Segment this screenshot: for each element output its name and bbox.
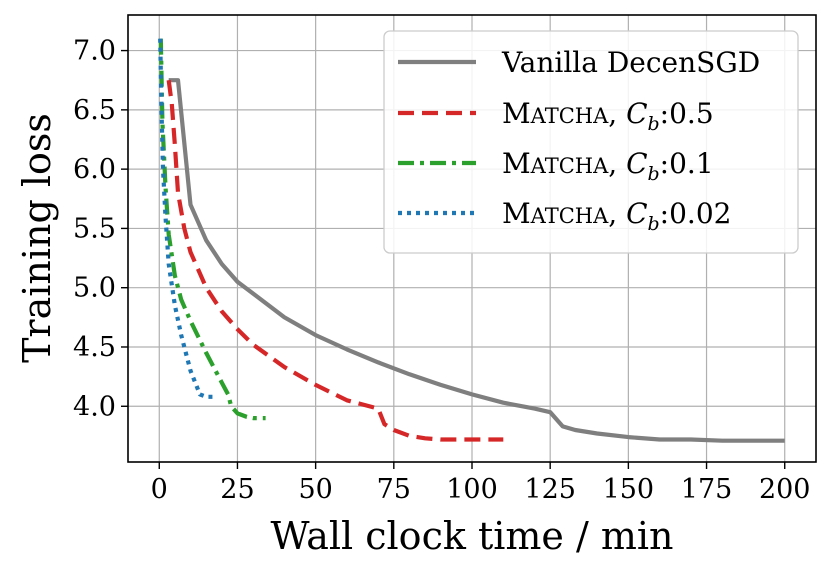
x-tick-label: 25: [220, 474, 254, 505]
tick-layer: [121, 49, 786, 469]
x-axis-label: Wall clock time / min: [270, 514, 673, 558]
x-tick-label: 100: [446, 474, 498, 505]
x-tick-label: 50: [298, 474, 332, 505]
legend-sc-initial: M: [502, 97, 531, 130]
x-tick-label: 75: [377, 474, 411, 505]
legend-sub: b: [648, 213, 660, 235]
legend-value: :0.1: [660, 147, 714, 180]
legend-c: C: [626, 147, 647, 180]
y-axis-label: Training loss: [15, 113, 59, 363]
legend-value: :0.02: [660, 197, 732, 230]
legend-c: C: [626, 97, 647, 130]
legend-label-vanilla: Vanilla DecenSGD: [501, 46, 760, 79]
legend-box: [383, 30, 799, 254]
y-tick-label: 7.0: [73, 36, 116, 67]
legend-label-matcha-05: MATCHA, Cb:0.5: [502, 97, 714, 135]
legend: Vanilla DecenSGD MATCHA, Cb:0.5 MATCHA, …: [383, 30, 799, 254]
legend-sub: b: [648, 113, 660, 135]
y-tick-label: 4.5: [73, 332, 116, 363]
legend-sc-initial: M: [502, 197, 531, 230]
y-tick-label: 4.0: [73, 391, 116, 422]
y-tick-label: 5.0: [73, 273, 116, 304]
legend-label-matcha-01: MATCHA, Cb:0.1: [502, 147, 714, 185]
series-layer: [158, 38, 785, 443]
legend-sub: b: [648, 163, 660, 185]
x-tick-label: 125: [524, 474, 576, 505]
y-tick-label: 6.5: [73, 95, 116, 126]
legend-label-matcha-002: MATCHA, Cb:0.02: [502, 197, 731, 235]
series-line-matcha-05: [166, 79, 504, 442]
series-line-matcha-002: [158, 38, 216, 399]
tick-label-layer: 0 25 50 75 100 125 150 175 200 4.0 4.5 5.0 5.5 6.0 6.5…: [73, 36, 810, 505]
legend-c: C: [626, 197, 647, 230]
legend-comma: ,: [608, 197, 626, 230]
legend-value: :0.5: [660, 97, 714, 130]
legend-comma: ,: [608, 147, 626, 180]
legend-sc-rest: ATCHA: [530, 104, 609, 128]
x-tick-label: 0: [151, 474, 168, 505]
legend-sc-initial: M: [502, 147, 531, 180]
series-line-vanilla: [168, 78, 785, 443]
legend-sc-rest: ATCHA: [530, 204, 609, 228]
legend-comma: ,: [608, 97, 626, 130]
x-tick-label: 175: [681, 474, 733, 505]
y-tick-label: 6.0: [73, 154, 116, 185]
legend-sc-rest: ATCHA: [530, 154, 609, 178]
x-tick-label: 150: [603, 474, 655, 505]
x-tick-label: 200: [759, 474, 811, 505]
y-tick-label: 5.5: [73, 213, 116, 244]
